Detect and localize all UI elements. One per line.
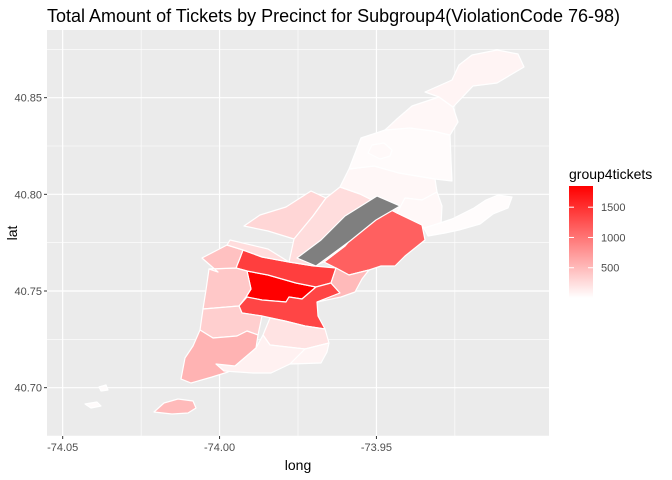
x-axis-ticks: -74.05 -74.00 -73.95 [47, 436, 392, 454]
y-tick-label: 40.75 [14, 286, 42, 298]
legend-colorbar [569, 186, 593, 298]
precinct-region [316, 267, 370, 303]
precinct-region [423, 194, 513, 237]
x-tick-label: -74.00 [204, 442, 235, 454]
precinct-regions [84, 49, 525, 415]
precinct-region [289, 342, 330, 365]
y-axis-ticks: 40.70 40.75 40.80 40.85 [14, 93, 47, 395]
x-tick-label: -74.05 [47, 442, 78, 454]
precinct-region [98, 384, 109, 392]
precinct-region-na [296, 195, 401, 267]
y-tick-label: 40.70 [14, 383, 42, 395]
precinct-region [367, 142, 393, 160]
precinct-region [84, 401, 102, 409]
legend-break-label: 1500 [601, 202, 625, 214]
precinct-region [384, 96, 459, 136]
x-tick-label: -73.95 [361, 442, 392, 454]
legend-ticks: 1500 1000 500 [569, 202, 625, 275]
y-tick-label: 40.80 [14, 189, 42, 201]
chart-title: Total Amount of Tickets by Precinct for … [47, 6, 620, 26]
legend-title: group4tickets [569, 166, 652, 182]
precinct-region [201, 244, 244, 273]
legend-break-label: 500 [601, 263, 619, 275]
precinct-region [153, 398, 197, 415]
precinct-region [424, 49, 525, 108]
precinct-region [202, 267, 252, 310]
legend: group4tickets 1500 1000 500 [569, 166, 652, 298]
y-axis-title: lat [4, 226, 20, 241]
y-tick-label: 40.85 [14, 93, 42, 105]
x-axis-title: long [285, 457, 311, 473]
precinct-region [226, 239, 290, 263]
legend-break-label: 1000 [601, 232, 625, 244]
